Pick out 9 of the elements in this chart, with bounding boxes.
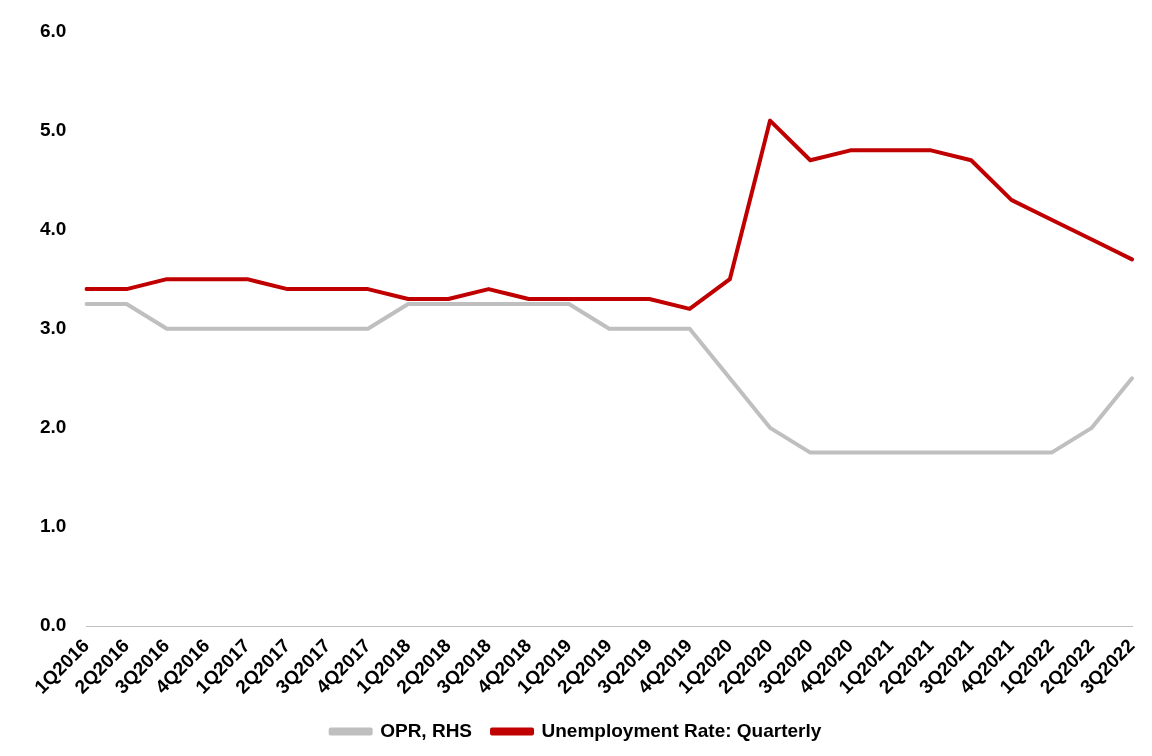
legend-label: OPR, RHS — [380, 719, 473, 741]
legend-label: Unemployment Rate: Quarterly — [541, 719, 822, 741]
y-tick-label: 3.0 — [39, 316, 67, 338]
y-tick-label: 1.0 — [39, 515, 67, 537]
y-tick-label: 2.0 — [39, 416, 67, 438]
y-tick-label: 4.0 — [39, 217, 67, 239]
y-tick-label: 0.0 — [39, 614, 67, 636]
y-tick-label: 5.0 — [39, 118, 67, 140]
y-tick-label: 6.0 — [39, 19, 67, 41]
